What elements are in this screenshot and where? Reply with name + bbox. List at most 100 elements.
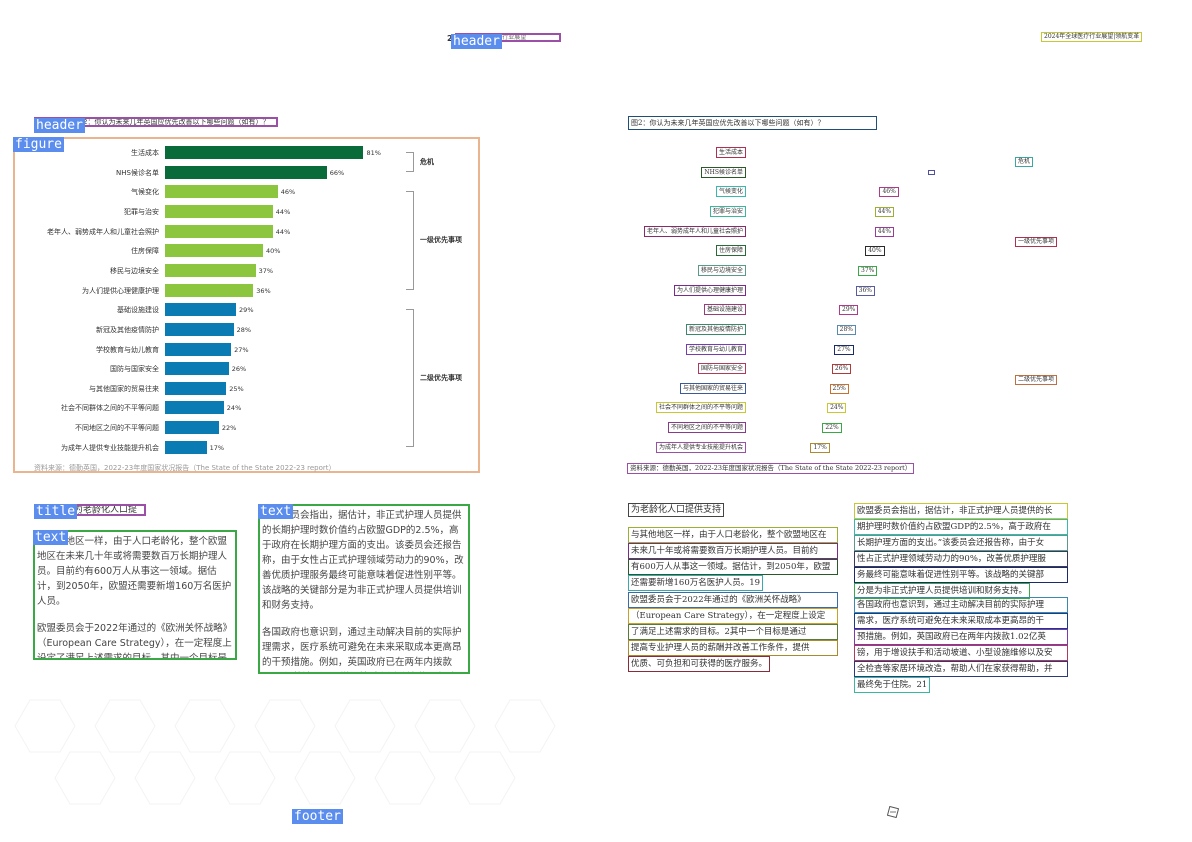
chart-value-label: 44% xyxy=(275,207,291,216)
chart-bar xyxy=(165,381,227,395)
right-col2b-line: 镑，用于增设扶手和活动坡道、小型设施维修以及安 xyxy=(854,645,1068,661)
col1-paragraph-2: 欧盟委员会于2022年通过的《欧洲关怀战略》（European Care Str… xyxy=(37,623,233,660)
chart-bar xyxy=(165,185,278,199)
right-col1-line: 未来几十年或将需要数百万长期护理人员。目前约 xyxy=(628,543,838,559)
right-col1b-line: （European Care Strategy），在一定程度上设定 xyxy=(628,608,838,624)
chart-category-label: 气候变化 xyxy=(131,188,159,197)
right-chart-category-label: 社会不同群体之间的不平等问题 xyxy=(655,402,746,414)
chart-category-label: 老年人、弱势成年人和儿童社会照护 xyxy=(47,227,159,236)
chart-category-label: 犯罪与治安 xyxy=(124,207,159,216)
chart-value-label: 26% xyxy=(231,365,247,374)
chart-value-label: 22% xyxy=(221,424,237,433)
right-col1b-line: 了满足上述需求的目标。2其中一个目标是通过 xyxy=(628,624,838,640)
chart-category-label: 与其他国家的贸易往来 xyxy=(89,384,159,393)
chart-category-label: 基础设施建设 xyxy=(117,306,159,315)
right-col1b-line: 优质、可负担和可获得的医疗服务。 xyxy=(628,656,771,672)
chart-bar xyxy=(165,244,263,258)
right-chart-category-label: 与其他国家的贸易往来 xyxy=(679,382,746,394)
section-header-tag: header xyxy=(34,118,85,133)
right-col2b-line: 各国政府也意识到，通过主动解决目前的实际护理 xyxy=(854,597,1068,613)
chart-value-label: 37% xyxy=(258,266,274,275)
chart-value-label: 46% xyxy=(280,188,296,197)
right-col1-line: 还需要新增160万名医护人员。19 xyxy=(628,575,764,591)
chart-group-bracket xyxy=(406,152,414,172)
right-chart-value-label: 22% xyxy=(822,423,842,434)
right-chart-category-label: 为成年人提供专业技能提升机会 xyxy=(655,441,746,453)
right-figure-source: 资料来源：德勤英国，2022-23年度国家状况报告（The State of t… xyxy=(627,463,915,474)
right-chart-category-label: 基础设施建设 xyxy=(703,304,746,316)
page-corner-icon xyxy=(887,806,899,818)
header-tag: header xyxy=(451,34,502,49)
chart-group-label: 二级优先事项 xyxy=(420,373,462,382)
chart-value-label: 81% xyxy=(366,149,381,157)
text-tag-1: text xyxy=(33,530,69,545)
chart-category-label: 住房保障 xyxy=(131,247,159,256)
right-chart-category-label: 新冠及其他疫情防护 xyxy=(685,323,746,335)
right-col1b-line: 提高专业护理人员的薪酬并改善工作条件，提供 xyxy=(628,640,838,656)
chart-bar xyxy=(165,303,237,317)
chart-category-label: 社会不同群体之间的不平等问题 xyxy=(61,404,159,413)
chart-value-label: 40% xyxy=(266,247,281,256)
chart-group-bracket xyxy=(406,191,414,290)
chart-category-label: 为人们提供心理健康护理 xyxy=(82,286,159,295)
chart-group-label: 危机 xyxy=(420,157,434,166)
right-chart-category-label: 老年人、弱势成年人和儿童社会照护 xyxy=(643,225,746,237)
right-col2b-line: 预措施。例如，英国政府已在两年内拨款1.02亿英 xyxy=(854,629,1068,645)
chart-group-label: 一级优先事项 xyxy=(420,236,462,245)
right-figure-caption: 图2：你认为未来几年英国应优先改善以下哪些问题（如有）？ xyxy=(628,116,877,130)
chart-category-label: 移民与边境安全 xyxy=(110,266,159,275)
right-col2-line: 长期护理方面的支出。”该委员会还报告称，由于女 xyxy=(854,535,1068,551)
right-text-col2: 欧盟委员会指出，据估计，非正式护理人员提供的长 期护理时数价值约占欧盟GDP的2… xyxy=(854,503,1068,599)
right-top-header: 2024年全球医疗行业展望|领航变革 xyxy=(1041,32,1143,42)
chart-category-label: 为成年人提供专业技能提升机会 xyxy=(61,443,159,452)
right-section-title: 为老龄化人口提供支持 xyxy=(628,503,725,517)
right-col2-line: 欧盟委员会指出，据估计，非正式护理人员提供的长 xyxy=(854,503,1068,519)
chart-bar xyxy=(165,165,327,179)
chart-bar xyxy=(165,146,364,159)
right-chart-value-label: 29% xyxy=(839,305,859,316)
chart-bar xyxy=(165,322,234,336)
right-chart-value-label: 26% xyxy=(831,364,852,375)
right-chart-category-label: 学校教育与幼儿教育 xyxy=(685,343,746,355)
right-chart-value-label: 44% xyxy=(874,206,895,217)
right-chart-value-label: 37% xyxy=(858,265,878,276)
text-column-1: 与其他地区一样，由于人口老龄化，整个欧盟地区在未来几十年或将需要数百万长期护理人… xyxy=(33,530,237,660)
hexagon-background xyxy=(14,699,556,805)
col1-paragraph-1: 与其他地区一样，由于人口老龄化，整个欧盟地区在未来几十年或将需要数百万长期护理人… xyxy=(37,536,232,607)
chart-bar xyxy=(165,421,219,435)
chart-bar xyxy=(165,342,232,356)
right-group-label-crisis: 危机 xyxy=(1015,157,1034,167)
right-chart-category-label: 犯罪与治安 xyxy=(709,205,746,217)
title-tag: title xyxy=(34,504,78,519)
footer-tag: footer xyxy=(292,809,343,824)
figure-tag: figure xyxy=(13,137,64,152)
text-column-2: 欧盟委员会指出，据估计，非正式护理人员提供的长期护理时数价值约占欧盟GDP的2.… xyxy=(258,504,470,674)
chart-value-label: 24% xyxy=(226,404,242,413)
right-col2b-line: 最终免于住院。21 xyxy=(854,677,931,693)
chart-value-label: 17% xyxy=(209,443,225,452)
chart-bar xyxy=(165,204,273,218)
right-chart-category-label: 国防与国家安全 xyxy=(697,363,746,375)
figure-frame xyxy=(13,137,480,473)
chart-value-label: 36% xyxy=(256,286,271,295)
right-chart-category-label: 不同地区之间的不平等问题 xyxy=(667,422,746,434)
chart-value-label: 44% xyxy=(275,227,291,236)
right-chart-category-label: NHS候诊名单 xyxy=(701,166,746,178)
chart-category-label: 国防与国家安全 xyxy=(110,365,159,374)
right-chart-value-label: 46% xyxy=(879,187,899,198)
chart-value-label: 27% xyxy=(234,345,249,354)
chart-category-label: NHS候诊名单 xyxy=(116,168,159,177)
chart-value-label: 66% xyxy=(329,168,345,177)
text-tag-2: text xyxy=(258,504,294,519)
right-text-col1b: 欧盟委员会于2022年通过的《欧洲关怀战略》 （European Care St… xyxy=(628,592,838,672)
right-chart-value-label: 17% xyxy=(810,442,830,453)
right-col1-line: 与其他地区一样，由于人口老龄化，整个欧盟地区在 xyxy=(628,527,838,543)
right-chart-value-label: 24% xyxy=(827,403,847,414)
chart-category-label: 学校教育与幼儿教育 xyxy=(96,345,159,354)
bar-chart: 生活成本 81% NHS候诊名单 66% 气候变化 46% 犯罪与治安 44% 老年人、弱势成年… xyxy=(0,0,596,480)
chart-value-label: 29% xyxy=(239,306,254,315)
chart-bar xyxy=(165,283,254,297)
right-col2-line: 期护理时数价值约占欧盟GDP的2.5%，高于政府在 xyxy=(854,519,1068,535)
right-col1-line: 有600万人从事这一领域。据估计，到2050年，欧盟 xyxy=(628,559,838,575)
col2-paragraph-1: 欧盟委员会指出，据估计，非正式护理人员提供的长期护理时数价值约占欧盟GDP的2.… xyxy=(262,510,464,611)
